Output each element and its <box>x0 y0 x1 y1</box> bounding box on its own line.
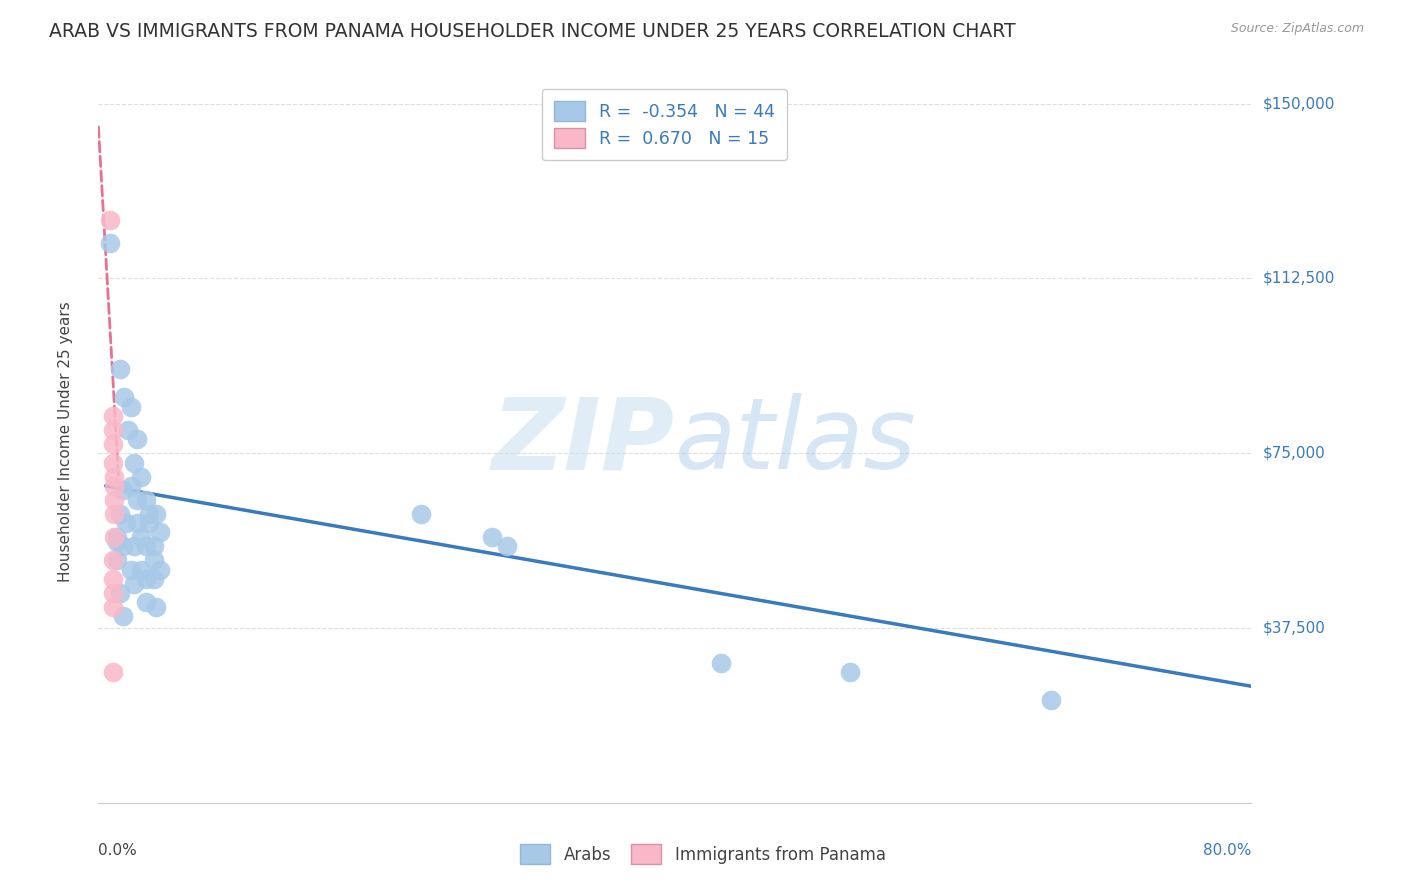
Point <box>101 586 124 600</box>
Point <box>127 432 149 446</box>
Point <box>101 665 124 680</box>
Point <box>122 576 145 591</box>
Point <box>105 553 128 567</box>
Point <box>409 507 432 521</box>
Point <box>145 507 167 521</box>
Point <box>138 507 160 521</box>
Point <box>143 553 166 567</box>
Point <box>149 563 172 577</box>
Point <box>98 236 121 251</box>
Point <box>111 609 134 624</box>
Point <box>101 409 124 423</box>
Point <box>122 456 145 470</box>
Point <box>108 362 131 376</box>
Text: 80.0%: 80.0% <box>1204 843 1251 857</box>
Point <box>149 525 172 540</box>
Point <box>103 507 125 521</box>
Point <box>108 507 131 521</box>
Point <box>135 595 157 609</box>
Text: $37,500: $37,500 <box>1263 621 1326 635</box>
Point <box>103 469 125 483</box>
Point <box>120 479 142 493</box>
Point <box>131 563 153 577</box>
Point <box>105 530 128 544</box>
Point <box>131 530 153 544</box>
Point <box>98 213 121 227</box>
Point <box>111 540 134 554</box>
Text: atlas: atlas <box>675 393 917 490</box>
Text: ARAB VS IMMIGRANTS FROM PANAMA HOUSEHOLDER INCOME UNDER 25 YEARS CORRELATION CHA: ARAB VS IMMIGRANTS FROM PANAMA HOUSEHOLD… <box>49 22 1015 41</box>
Point <box>1039 693 1062 707</box>
Point <box>143 540 166 554</box>
Point <box>839 665 862 680</box>
Point <box>127 516 149 530</box>
Point <box>101 456 124 470</box>
Point <box>127 492 149 507</box>
Point <box>120 563 142 577</box>
Text: $112,500: $112,500 <box>1263 271 1334 286</box>
Point <box>112 390 135 404</box>
Text: 0.0%: 0.0% <box>98 843 138 857</box>
Point <box>145 600 167 615</box>
Text: Source: ZipAtlas.com: Source: ZipAtlas.com <box>1230 22 1364 36</box>
Text: $150,000: $150,000 <box>1263 96 1334 112</box>
Legend: Arabs, Immigrants from Panama: Arabs, Immigrants from Panama <box>513 838 893 871</box>
Point <box>103 479 125 493</box>
Point <box>117 423 139 437</box>
Point <box>103 530 125 544</box>
Legend: R =  -0.354   N = 44, R =  0.670   N = 15: R = -0.354 N = 44, R = 0.670 N = 15 <box>541 89 787 161</box>
Point <box>105 534 128 549</box>
Text: $75,000: $75,000 <box>1263 446 1326 460</box>
Point <box>135 540 157 554</box>
Point <box>101 423 124 437</box>
Point <box>101 572 124 586</box>
Point <box>101 553 124 567</box>
Point <box>481 530 503 544</box>
Point <box>101 437 124 451</box>
Point <box>710 656 733 670</box>
Point <box>108 586 131 600</box>
Point <box>122 540 145 554</box>
Point <box>114 516 136 530</box>
Point <box>495 540 517 554</box>
Y-axis label: Householder Income Under 25 years: Householder Income Under 25 years <box>58 301 73 582</box>
Point <box>135 492 157 507</box>
Point <box>103 492 125 507</box>
Point <box>101 600 124 615</box>
Point <box>120 400 142 414</box>
Point <box>131 469 153 483</box>
Text: ZIP: ZIP <box>492 393 675 490</box>
Point <box>135 572 157 586</box>
Point <box>138 516 160 530</box>
Point <box>111 483 134 498</box>
Point <box>143 572 166 586</box>
